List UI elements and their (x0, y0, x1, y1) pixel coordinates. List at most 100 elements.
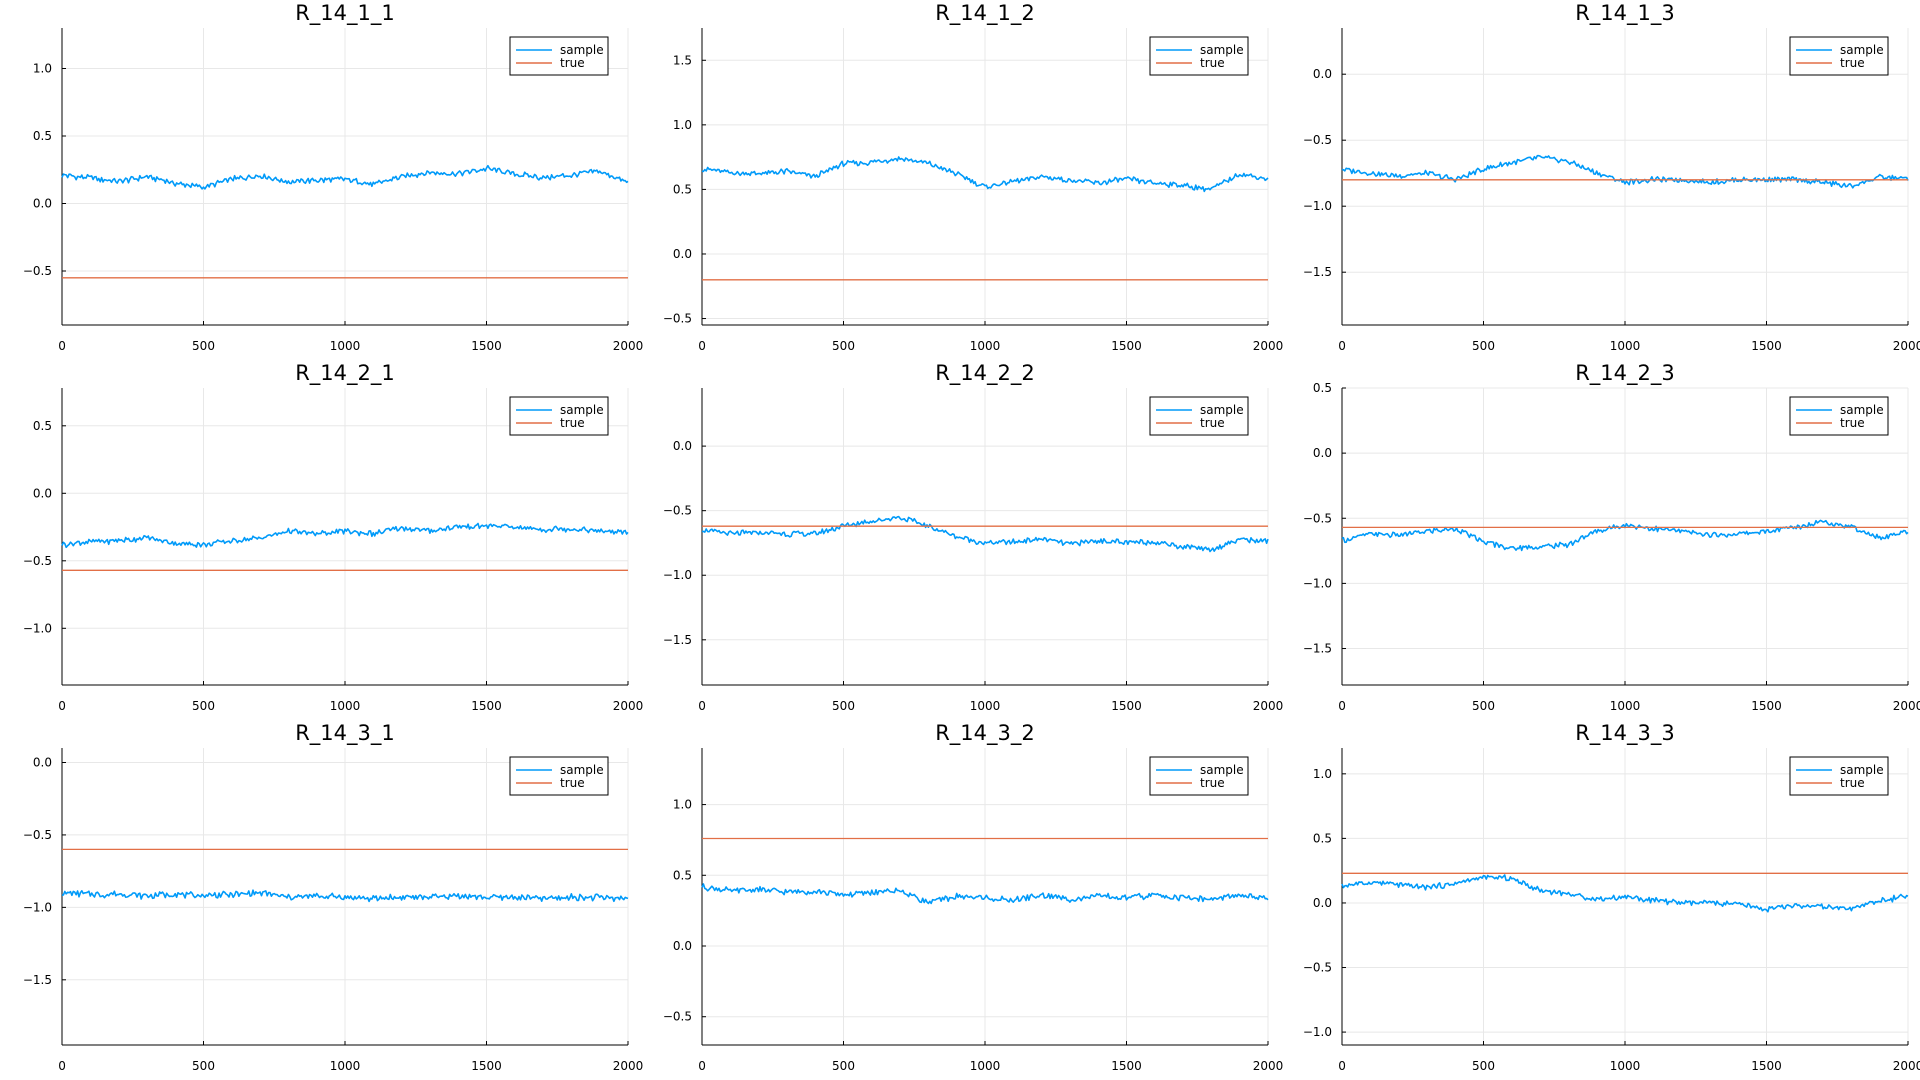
x-tick-label: 2000 (1893, 339, 1920, 353)
x-tick-label: 1500 (1111, 699, 1142, 713)
x-tick-label: 1500 (471, 699, 502, 713)
x-tick-label: 500 (832, 699, 855, 713)
chart-title: R_14_1_3 (1575, 1, 1675, 26)
x-tick-label: 1500 (1751, 699, 1782, 713)
legend-label: true (1840, 776, 1865, 790)
x-tick-label: 1000 (330, 699, 361, 713)
legend-label: sample (560, 763, 604, 777)
legend-label: true (560, 776, 585, 790)
y-tick-label: 0.0 (1313, 896, 1332, 910)
y-tick-label: 0.5 (1313, 381, 1332, 395)
y-tick-label: −1.0 (1303, 576, 1332, 590)
x-tick-label: 500 (832, 339, 855, 353)
legend-label: true (1200, 776, 1225, 790)
y-tick-label: 0.5 (1313, 831, 1332, 845)
series-sample-line (61, 164, 629, 190)
legend-label: sample (1200, 763, 1244, 777)
series-sample-line (1341, 874, 1909, 913)
legend-box (1789, 396, 1889, 436)
x-tick-label: 0 (58, 699, 66, 713)
x-tick-label: 1500 (471, 1059, 502, 1073)
y-tick-label: −0.5 (23, 554, 52, 568)
x-tick-label: 0 (58, 339, 66, 353)
y-tick-label: 1.0 (33, 62, 52, 76)
x-tick-label: 2000 (613, 1059, 644, 1073)
x-tick-label: 2000 (1253, 699, 1284, 713)
y-tick-label: 0.5 (673, 182, 692, 196)
series-sample-line (701, 883, 1269, 905)
x-tick-label: 1500 (1751, 339, 1782, 353)
legend-box (509, 756, 609, 796)
y-tick-label: −0.5 (1303, 511, 1332, 525)
legend-box (1149, 756, 1249, 796)
y-tick-label: −0.5 (23, 264, 52, 278)
chart-panel: R_14_1_3 0 500 1000 1500 2000 −1.5 −1.0 −0.5 0.0 s… (1303, 1, 1920, 353)
legend-label: true (1200, 416, 1225, 430)
chart-panel: R_14_3_3 0 500 1000 1500 2000 −1.0 −0.5 0.0 0.5 1.… (1303, 721, 1920, 1073)
y-tick-label: 1.0 (673, 798, 692, 812)
y-tick-label: 0.0 (673, 439, 692, 453)
chart-panel: R_14_2_1 0 500 1000 1500 2000 −1.0 −0.5 0.0 0.5 sa… (23, 361, 643, 713)
legend-label: true (560, 416, 585, 430)
y-tick-label: 0.5 (673, 868, 692, 882)
legend-box (1149, 36, 1249, 76)
x-tick-label: 0 (1338, 699, 1346, 713)
x-tick-label: 1000 (1610, 1059, 1641, 1073)
legend-label: sample (560, 43, 604, 57)
x-tick-label: 1000 (970, 1059, 1001, 1073)
x-tick-label: 500 (1472, 699, 1495, 713)
legend-label: sample (1200, 43, 1244, 57)
chart-panel: R_14_1_2 0 500 1000 1500 2000 −0.5 0.0 0.5 1.0 1.5… (663, 1, 1283, 353)
y-tick-label: −0.5 (23, 828, 52, 842)
series-sample-line (701, 515, 1269, 553)
chart-title: R_14_1_2 (935, 1, 1035, 26)
x-tick-label: 1000 (1610, 699, 1641, 713)
legend-box (1789, 36, 1889, 76)
y-tick-label: −1.5 (23, 973, 52, 987)
x-tick-label: 500 (192, 339, 215, 353)
y-tick-label: −0.5 (663, 312, 692, 326)
x-tick-label: 0 (1338, 1059, 1346, 1073)
x-tick-label: 0 (698, 1059, 706, 1073)
legend-box (1789, 756, 1889, 796)
y-tick-label: 0.5 (33, 419, 52, 433)
legend-box (509, 36, 609, 76)
chart-title: R_14_2_3 (1575, 361, 1675, 386)
y-tick-label: −1.0 (23, 621, 52, 635)
x-tick-label: 500 (192, 699, 215, 713)
chart-panel: R_14_3_1 0 500 1000 1500 2000 −1.5 −1.0 −0.5 0.0 s… (23, 721, 643, 1073)
x-tick-label: 1000 (970, 699, 1001, 713)
x-tick-label: 0 (1338, 339, 1346, 353)
y-tick-label: 0.0 (33, 197, 52, 211)
x-tick-label: 2000 (1893, 699, 1920, 713)
chart-panel: R_14_2_3 0 500 1000 1500 2000 −1.5 −1.0 −0.5 0.0 0… (1303, 361, 1920, 713)
x-tick-label: 500 (1472, 339, 1495, 353)
y-tick-label: −0.5 (663, 504, 692, 518)
chart-title: R_14_1_1 (295, 1, 395, 26)
legend-label: sample (1840, 43, 1884, 57)
y-tick-label: 0.0 (1313, 67, 1332, 81)
y-tick-label: 0.5 (33, 129, 52, 143)
y-tick-label: −0.5 (1303, 133, 1332, 147)
legend-label: sample (1840, 403, 1884, 417)
series-sample-line (61, 889, 629, 903)
x-tick-label: 2000 (1253, 1059, 1284, 1073)
y-tick-label: −0.5 (1303, 961, 1332, 975)
series-sample-line (61, 522, 629, 549)
x-tick-label: 0 (698, 339, 706, 353)
legend-label: sample (1200, 403, 1244, 417)
y-tick-label: 0.0 (673, 247, 692, 261)
legend-label: sample (1840, 763, 1884, 777)
legend-box (1149, 396, 1249, 436)
y-tick-label: 1.5 (673, 53, 692, 67)
y-tick-label: 1.0 (673, 118, 692, 132)
y-tick-label: −1.0 (663, 568, 692, 582)
